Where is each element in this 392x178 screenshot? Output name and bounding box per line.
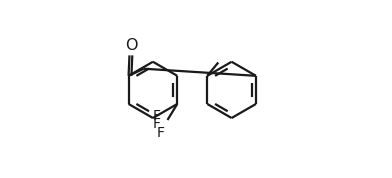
Text: F: F <box>153 109 161 122</box>
Text: O: O <box>125 38 137 53</box>
Text: F: F <box>156 126 164 140</box>
Text: F: F <box>153 117 161 131</box>
